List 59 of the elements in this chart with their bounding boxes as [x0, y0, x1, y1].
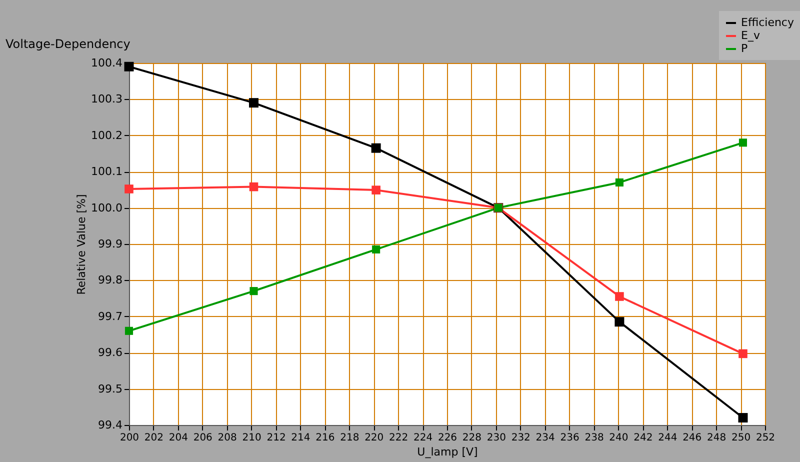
legend-label: P: [741, 42, 748, 55]
y-tick-label: 99.4: [98, 418, 122, 432]
point: [615, 178, 624, 186]
y-tick-label: 100.2: [91, 128, 122, 142]
y-axis-title: Relative Value [%]: [75, 194, 88, 295]
x-tick-label: 236: [560, 432, 580, 444]
x-tick-label: 206: [193, 432, 212, 444]
y-tick-label: 99.8: [98, 274, 122, 287]
x-tick-label: 222: [389, 432, 408, 444]
x-tick-label: 214: [291, 432, 310, 444]
x-tick-label: 216: [316, 432, 335, 444]
x-tick-label: 218: [340, 432, 360, 444]
point: [124, 62, 134, 72]
legend-label: E_v: [741, 29, 760, 42]
x-tick-label: 210: [242, 432, 262, 444]
point: [250, 287, 258, 296]
x-tick-label: 212: [266, 432, 286, 444]
y-tick-label: 100.3: [91, 92, 122, 106]
x-tick-label: 228: [462, 432, 482, 444]
point: [615, 292, 624, 301]
y-tick-label: 99.5: [98, 382, 122, 396]
x-tick-label: 208: [218, 432, 237, 444]
x-tick-label: 230: [486, 432, 506, 444]
y-tick-label: 99.7: [98, 310, 122, 323]
y-tick-label: 100.4: [91, 56, 122, 70]
x-tick-label: 240: [609, 432, 628, 444]
x-tick-label: 226: [438, 432, 458, 444]
legend-label: Efficiency: [741, 16, 794, 29]
point: [124, 184, 134, 194]
x-axis-title: U_lamp [V]: [417, 446, 478, 458]
x-tick-label: 202: [144, 432, 164, 444]
x-tick-label: 220: [364, 432, 384, 444]
x-tick-label: 238: [584, 432, 604, 444]
point: [372, 186, 380, 194]
x-tick-label: 204: [168, 432, 188, 444]
x-tick-label: 224: [413, 432, 433, 444]
x-tick-label: 200: [120, 432, 140, 444]
point: [738, 138, 748, 147]
y-tick-label: 100.1: [91, 165, 122, 178]
chart-title: Voltage-Dependency: [6, 37, 130, 51]
point: [124, 326, 134, 335]
point: [614, 317, 624, 327]
x-tick-label: 248: [707, 432, 726, 444]
y-tick-label: 99.9: [98, 238, 122, 250]
point: [249, 182, 258, 192]
point: [372, 245, 380, 254]
x-tick-label: 232: [511, 432, 530, 444]
point: [371, 143, 381, 153]
x-tick-label: 234: [536, 432, 555, 444]
point: [738, 349, 748, 358]
x-tick-label: 250: [731, 432, 751, 444]
point: [738, 413, 748, 423]
x-tick-label: 242: [634, 432, 653, 444]
y-tick-label: 100.0: [91, 201, 122, 214]
x-tick-label: 246: [682, 432, 702, 444]
x-tick-label: 252: [756, 432, 776, 444]
point: [249, 98, 258, 108]
x-tick-label: 244: [658, 432, 678, 444]
y-tick-label: 99.6: [98, 346, 122, 360]
